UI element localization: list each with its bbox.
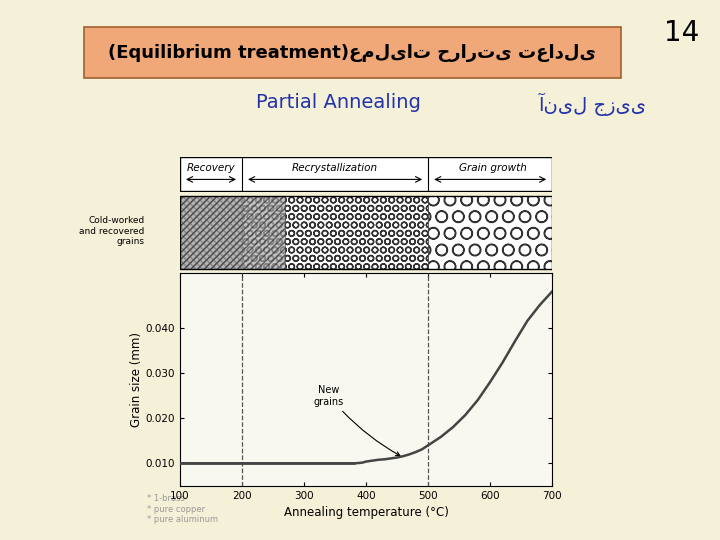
Text: 14: 14 bbox=[664, 19, 699, 47]
Text: Cold-worked
and recovered
grains: Cold-worked and recovered grains bbox=[79, 216, 145, 246]
Text: Partial Annealing: Partial Annealing bbox=[256, 93, 420, 112]
Text: Recovery: Recovery bbox=[186, 163, 235, 173]
Bar bbox=[428, 196, 552, 269]
Y-axis label: Grain size (mm): Grain size (mm) bbox=[130, 332, 143, 427]
FancyBboxPatch shape bbox=[84, 27, 621, 78]
X-axis label: Annealing temperature (°C): Annealing temperature (°C) bbox=[284, 507, 449, 519]
Text: آنیل جزیی: آنیل جزیی bbox=[539, 93, 647, 116]
Bar bbox=[180, 196, 242, 269]
Text: * 1-brass
* pure copper
* pure aluminum: * 1-brass * pure copper * pure aluminum bbox=[148, 494, 218, 524]
Bar bbox=[242, 196, 428, 269]
Text: New
grains: New grains bbox=[314, 385, 400, 456]
Text: (Equilibrium treatment)عملیات حرارتی تعادلی: (Equilibrium treatment)عملیات حرارتی تعا… bbox=[108, 44, 596, 62]
Text: Recrystallization: Recrystallization bbox=[292, 163, 378, 173]
Text: Grain growth: Grain growth bbox=[459, 163, 527, 173]
Bar bbox=[180, 196, 285, 269]
